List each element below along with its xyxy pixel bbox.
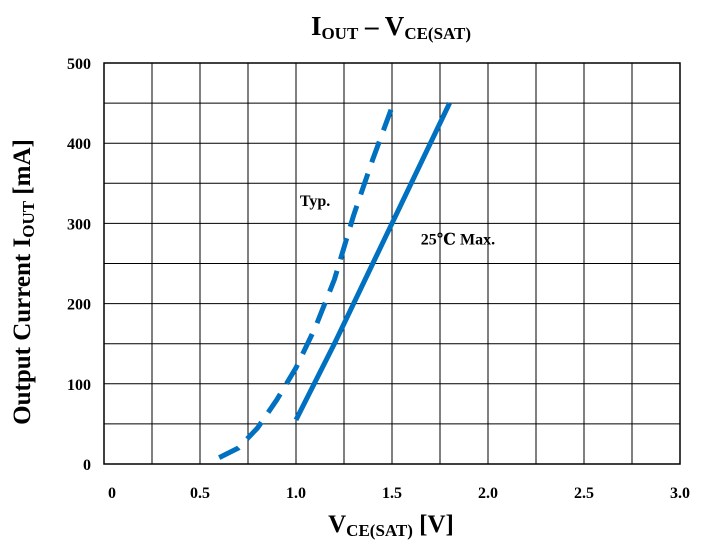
series-typ-line	[218, 106, 395, 460]
x-tick-label: 2.0	[478, 485, 498, 502]
y-tick-label: 100	[67, 377, 91, 394]
y-tick-label: 0	[83, 457, 91, 474]
grid	[104, 63, 680, 464]
plot-frame	[103, 62, 681, 465]
annotation-max: 25℃ Max.	[421, 231, 495, 248]
chart-title-dash: – V	[358, 11, 405, 41]
y-axis-title-sub: OUT	[19, 200, 38, 238]
x-tick-label: 0.5	[190, 485, 210, 502]
x-tick-label: 1.5	[382, 485, 402, 502]
y-axis-title: Output Current IOUT [mA]	[9, 139, 38, 425]
annotations: Typ. 25℃ Max.	[300, 193, 495, 248]
y-tick-label: 300	[67, 216, 91, 233]
x-tick-label: 3.0	[670, 485, 690, 502]
x-axis-title-main: V	[328, 511, 346, 538]
chart-title: IOUT – VCE(SAT)	[311, 11, 471, 43]
x-axis-title: VCE(SAT) [V]	[328, 511, 454, 540]
chart-title-sub1: OUT	[321, 24, 359, 43]
annotation-typ: Typ.	[300, 193, 330, 210]
y-tick-label: 200	[67, 297, 91, 314]
y-tick-label: 500	[67, 56, 91, 73]
chart-title-sub2: CE(SAT)	[404, 24, 471, 43]
x-tick-label: 2.5	[574, 485, 594, 502]
x-axis-title-unit: [V]	[413, 511, 454, 538]
y-tick-label: 400	[67, 136, 91, 153]
y-axis-title-unit: [mA]	[9, 139, 36, 201]
x-tick-labels: 0 0.5 1.0 1.5 2.0 2.5 3.0	[108, 485, 690, 502]
y-tick-labels: 0 100 200 300 400 500	[67, 56, 91, 474]
chart-title-main: I	[311, 11, 322, 41]
x-axis-title-sub: CE(SAT)	[346, 521, 413, 540]
x-tick-label: 0	[108, 485, 116, 502]
series-max-line	[293, 102, 452, 422]
x-tick-label: 1.0	[286, 485, 306, 502]
series-group	[218, 102, 452, 460]
y-axis-title-main: Output Current I	[9, 238, 36, 425]
